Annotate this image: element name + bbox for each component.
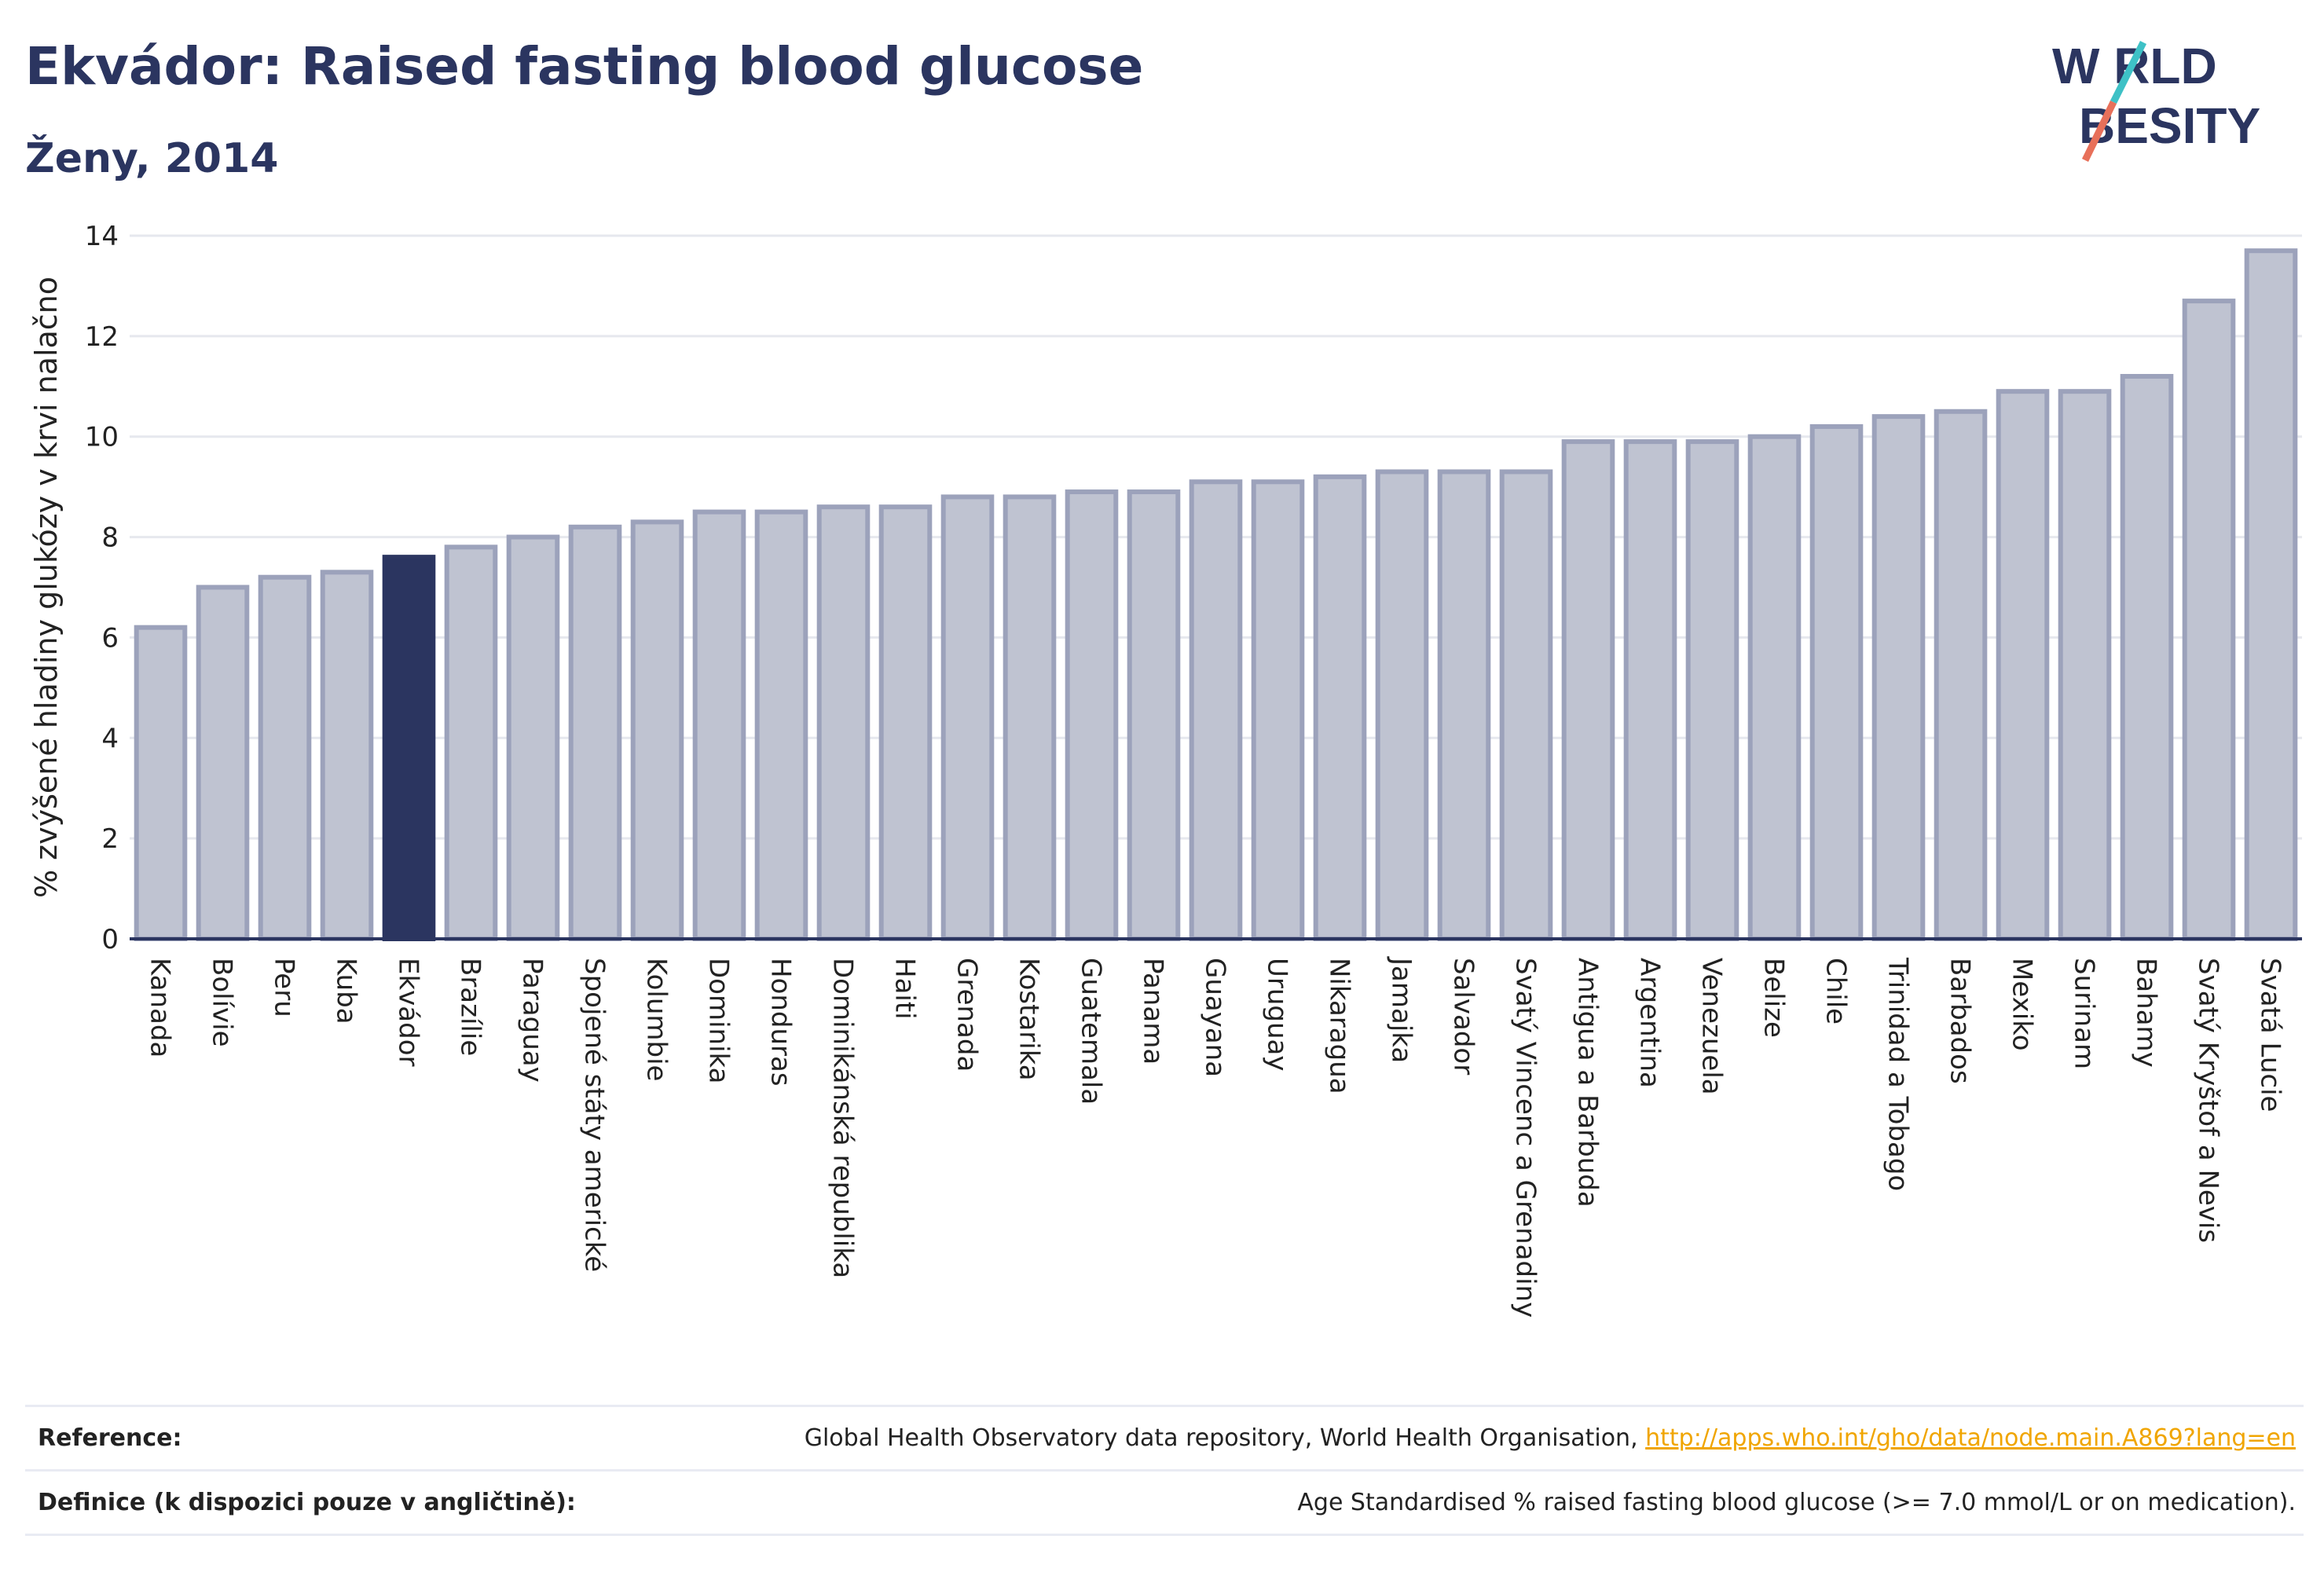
reference-link[interactable]: http://apps.who.int/gho/data/node.main.A… bbox=[1645, 1424, 2296, 1452]
bar bbox=[2058, 389, 2112, 941]
x-tick-label: Honduras bbox=[765, 958, 797, 1087]
footer-divider bbox=[25, 1534, 2304, 1536]
x-tick-label: Jamajka bbox=[1386, 956, 1417, 1063]
bar bbox=[2244, 248, 2298, 941]
bar bbox=[630, 519, 684, 941]
bar bbox=[1127, 489, 1181, 941]
x-tick-label: Bolívie bbox=[207, 958, 238, 1047]
bar bbox=[1934, 409, 1988, 941]
bar bbox=[258, 574, 312, 941]
bar bbox=[2120, 374, 2174, 941]
bar bbox=[1189, 479, 1243, 941]
bar bbox=[1251, 479, 1305, 941]
x-tick-label: Barbados bbox=[1945, 958, 1976, 1084]
y-tick-label: 6 bbox=[101, 622, 119, 654]
bar bbox=[1313, 474, 1367, 941]
x-tick-label: Guatemala bbox=[1076, 958, 1107, 1105]
x-tick-label: Grenada bbox=[951, 958, 983, 1072]
x-tick-label: Kanada bbox=[145, 958, 176, 1057]
x-tick-label: Mexiko bbox=[2007, 958, 2038, 1051]
y-tick-label: 10 bbox=[85, 422, 119, 453]
x-tick-label: Spojené státy americké bbox=[579, 958, 610, 1272]
x-tick-label: Uruguay bbox=[1262, 958, 1293, 1072]
x-tick-label: Argentina bbox=[1634, 958, 1666, 1088]
logo-slash-coral bbox=[2081, 101, 2117, 162]
bar bbox=[506, 534, 560, 941]
bar bbox=[444, 544, 498, 941]
x-tick-label: Guayana bbox=[1200, 958, 1231, 1077]
world-obesity-logo: W RLD BESITY bbox=[2052, 38, 2260, 162]
x-tick-label: Salvador bbox=[1448, 958, 1479, 1075]
x-tick-label: Svatá Lucie bbox=[2255, 958, 2286, 1112]
bar bbox=[1065, 489, 1119, 941]
bar bbox=[878, 504, 933, 941]
x-tick-label: Dominika bbox=[703, 958, 735, 1083]
y-tick-label: 4 bbox=[101, 723, 119, 754]
bar bbox=[1809, 423, 1864, 941]
bar bbox=[692, 509, 746, 941]
bar-chart: 0 2 4 6 8 10 12 14 % zvýšené hladiny glukózy v k… bbox=[29, 221, 2302, 1318]
x-tick-label: Svatý Kryštof a Nevis bbox=[2193, 958, 2224, 1243]
bar bbox=[1375, 469, 1429, 941]
x-tick-label: Kostarika bbox=[1014, 958, 1045, 1081]
x-tick-label: Chile bbox=[1820, 958, 1852, 1024]
bar bbox=[1996, 389, 2050, 941]
chart-title: Ekvádor: Raised fasting blood glucose bbox=[25, 36, 1144, 97]
bar bbox=[134, 625, 188, 942]
logo-slash-teal bbox=[2110, 40, 2147, 104]
chart-subtitle: Ženy, 2014 bbox=[25, 135, 279, 182]
bar bbox=[816, 504, 871, 941]
reference-label: Reference: bbox=[38, 1424, 182, 1452]
y-tick-label: 12 bbox=[85, 321, 119, 353]
x-tick-label: Dominikánská republika bbox=[827, 958, 859, 1278]
bar bbox=[940, 494, 995, 941]
bar bbox=[1685, 439, 1739, 941]
reference-value: Global Health Observatory data repositor… bbox=[805, 1424, 2296, 1452]
bar bbox=[196, 585, 250, 941]
definition-label: Definice (k dispozici pouze v angličtině… bbox=[38, 1489, 576, 1516]
y-tick-label: 2 bbox=[101, 823, 119, 855]
x-tick-label: Svatý Vincenc a Grenadiny bbox=[1510, 958, 1541, 1318]
bar bbox=[1499, 469, 1553, 941]
reference-text: Global Health Observatory data repositor… bbox=[804, 1424, 1646, 1452]
x-tick-label: Ekvádor bbox=[393, 958, 424, 1067]
definition-row: Definice (k dispozici pouze v angličtině… bbox=[25, 1469, 2304, 1534]
x-tick-label: Antigua a Barbuda bbox=[1572, 958, 1604, 1208]
x-tick-label: Brazílie bbox=[455, 958, 486, 1056]
x-tick-label: Panama bbox=[1138, 958, 1169, 1065]
x-tick-label: Peru bbox=[269, 958, 300, 1017]
y-tick-label: 8 bbox=[101, 522, 119, 554]
bar bbox=[568, 524, 622, 941]
bar bbox=[1747, 434, 1802, 941]
x-tick-label: Belize bbox=[1758, 958, 1790, 1038]
y-tick-label: 0 bbox=[101, 924, 119, 955]
bar bbox=[382, 555, 436, 942]
reference-row: Reference: Global Health Observatory dat… bbox=[25, 1405, 2304, 1470]
x-tick-label: Venezuela bbox=[1696, 958, 1728, 1095]
bar bbox=[1623, 439, 1677, 941]
x-tick-label: Kuba bbox=[331, 958, 362, 1024]
x-tick-label: Kolumbie bbox=[641, 958, 673, 1081]
bar bbox=[1003, 494, 1057, 941]
bar bbox=[1561, 439, 1615, 941]
x-tick-label: Surinam bbox=[2069, 958, 2100, 1069]
x-tick-label: Paraguay bbox=[517, 958, 548, 1083]
bar bbox=[1871, 414, 1926, 941]
x-tick-label: Trinidad a Tobago bbox=[1882, 957, 1914, 1191]
y-axis-label: % zvýšené hladiny glukózy v krvi nalačno bbox=[29, 277, 64, 898]
x-tick-label: Haiti bbox=[889, 958, 921, 1020]
bar bbox=[1437, 469, 1491, 941]
y-tick-label: 14 bbox=[85, 221, 119, 252]
bar bbox=[2182, 299, 2236, 942]
bar bbox=[754, 509, 808, 941]
x-tick-label: Nikaragua bbox=[1324, 958, 1355, 1094]
bar bbox=[320, 570, 374, 941]
definition-value: Age Standardised % raised fasting blood … bbox=[1297, 1489, 2296, 1516]
x-tick-label: Bahamy bbox=[2131, 958, 2162, 1068]
